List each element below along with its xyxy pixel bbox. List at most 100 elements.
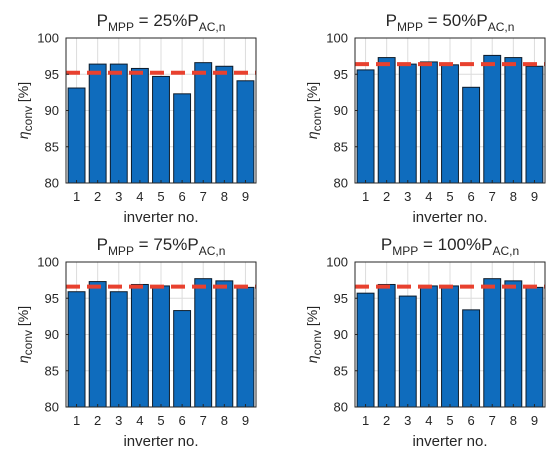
y-axis-label: ηconv [%] <box>304 82 324 139</box>
bar-inverter-4 <box>130 283 149 408</box>
x-tick-label: 5 <box>446 189 453 204</box>
y-tick-label: 100 <box>37 31 59 46</box>
y-tick-label: 85 <box>45 139 59 154</box>
bar-inverter-8 <box>215 280 234 408</box>
bar-inverter-7 <box>483 278 502 408</box>
x-tick-label: 9 <box>531 413 538 428</box>
chart-panel-2: 80 85 90 95 100 1 2 3 4 5 6 7 8 9 inverter no. ηconv [%… <box>304 11 546 226</box>
y-axis-label: ηconv [%] <box>15 82 35 139</box>
chart-title: PMPP = 100%PAC,n <box>381 235 519 258</box>
y-tick-label: 90 <box>45 103 59 118</box>
bar-inverter-2 <box>88 63 107 184</box>
x-tick-label: 8 <box>221 413 228 428</box>
x-tick-label: 3 <box>115 413 122 428</box>
bar-inverter-3 <box>398 63 417 184</box>
x-tick-label: 5 <box>157 189 164 204</box>
x-tick-label: 5 <box>157 413 164 428</box>
y-tick-label: 95 <box>334 67 348 82</box>
y-axis-label: ηconv [%] <box>15 306 35 363</box>
y-tick-label: 80 <box>45 400 59 415</box>
x-tick-label: 5 <box>446 413 453 428</box>
bar-inverter-5 <box>441 285 459 408</box>
bar-inverter-1 <box>67 291 86 408</box>
y-tick-label: 80 <box>45 176 59 191</box>
x-tick-label: 8 <box>510 189 517 204</box>
bar-inverter-8 <box>504 280 523 408</box>
y-tick-label: 85 <box>45 363 59 378</box>
x-tick-label: 1 <box>362 189 369 204</box>
bar-inverter-8 <box>504 57 523 184</box>
x-tick-label: 9 <box>242 189 249 204</box>
bar-inverter-2 <box>377 57 396 184</box>
y-tick-label: 85 <box>334 363 348 378</box>
y-tick-label: 100 <box>37 255 59 270</box>
bar-inverter-2 <box>377 283 396 408</box>
bar-inverter-4 <box>419 285 438 408</box>
y-tick-label: 80 <box>334 176 348 191</box>
bar-inverter-9 <box>525 65 544 184</box>
chart-title: PMPP = 75%PAC,n <box>97 235 226 258</box>
bar-inverter-9 <box>236 80 255 184</box>
bar-inverter-4 <box>419 61 438 184</box>
y-tick-label: 80 <box>334 400 348 415</box>
x-tick-label: 7 <box>489 413 496 428</box>
x-tick-label: 8 <box>510 413 517 428</box>
x-tick-label: 2 <box>94 413 101 428</box>
x-tick-label: 2 <box>383 413 390 428</box>
x-tick-label: 6 <box>467 189 474 204</box>
x-axis-label: inverter no. <box>123 433 198 450</box>
bar-inverter-2 <box>88 281 107 408</box>
x-tick-label: 8 <box>221 189 228 204</box>
chart-panel-3: 80 85 90 95 100 1 2 3 4 5 6 7 8 9 inverter no. ηconv [%… <box>15 235 257 450</box>
bar-inverter-6 <box>173 93 192 184</box>
chart-panel-1: 80 85 90 95 100 1 2 3 4 5 6 7 8 9 inverter no. ηconv [%… <box>15 11 257 226</box>
bar-inverter-7 <box>483 54 502 184</box>
x-tick-label: 6 <box>178 413 185 428</box>
x-tick-label: 3 <box>404 189 411 204</box>
bar-inverter-5 <box>152 285 170 408</box>
bar-inverter-9 <box>525 286 544 408</box>
x-tick-label: 2 <box>94 189 101 204</box>
chart-title: PMPP = 50%PAC,n <box>386 11 515 34</box>
y-tick-label: 90 <box>334 327 348 342</box>
bar-inverter-7 <box>194 278 213 408</box>
bar-inverter-4 <box>130 67 149 184</box>
y-tick-label: 90 <box>45 327 59 342</box>
bar-inverter-1 <box>356 292 375 408</box>
x-tick-label: 7 <box>489 189 496 204</box>
x-tick-label: 3 <box>404 413 411 428</box>
x-tick-label: 1 <box>73 189 80 204</box>
x-axis-label: inverter no. <box>412 433 487 450</box>
x-tick-label: 9 <box>242 413 249 428</box>
x-tick-label: 4 <box>136 189 143 204</box>
x-tick-label: 7 <box>200 189 207 204</box>
x-tick-label: 4 <box>425 189 432 204</box>
bar-inverter-8 <box>215 65 234 184</box>
y-tick-label: 95 <box>45 67 59 82</box>
bar-inverter-6 <box>462 309 481 408</box>
bar-inverter-1 <box>356 69 375 184</box>
x-tick-label: 4 <box>136 413 143 428</box>
y-tick-label: 90 <box>334 103 348 118</box>
x-tick-label: 2 <box>383 189 390 204</box>
x-axis-label: inverter no. <box>412 209 487 226</box>
x-axis-label: inverter no. <box>123 209 198 226</box>
bar-inverter-3 <box>109 63 128 184</box>
x-tick-label: 6 <box>467 413 474 428</box>
x-tick-label: 9 <box>531 189 538 204</box>
bar-inverter-6 <box>462 86 481 184</box>
bar-inverter-7 <box>194 62 213 184</box>
x-tick-label: 4 <box>425 413 432 428</box>
bar-inverter-6 <box>173 310 192 408</box>
y-tick-label: 85 <box>334 139 348 154</box>
y-tick-label: 100 <box>326 31 348 46</box>
bar-inverter-9 <box>236 286 255 408</box>
y-tick-label: 95 <box>334 291 348 306</box>
x-tick-label: 3 <box>115 189 122 204</box>
bar-inverter-5 <box>441 64 459 184</box>
x-tick-label: 6 <box>178 189 185 204</box>
chart-panel-4: 80 85 90 95 100 1 2 3 4 5 6 7 8 9 inverter no. ηconv [%… <box>304 235 546 450</box>
x-tick-label: 7 <box>200 413 207 428</box>
bar-inverter-1 <box>67 87 86 184</box>
